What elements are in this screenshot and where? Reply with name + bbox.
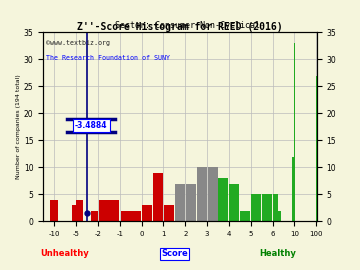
Bar xyxy=(153,173,163,221)
Bar xyxy=(175,184,185,221)
Text: The Research Foundation of SUNY: The Research Foundation of SUNY xyxy=(46,55,170,61)
Bar xyxy=(219,178,229,221)
Bar xyxy=(229,184,239,221)
Bar xyxy=(262,194,272,221)
Bar xyxy=(121,211,141,221)
Bar xyxy=(275,194,278,221)
Bar xyxy=(164,205,174,221)
Text: Sector: Consumer Non-Cyclical: Sector: Consumer Non-Cyclical xyxy=(115,21,260,30)
Bar xyxy=(50,200,58,221)
Text: Unhealthy: Unhealthy xyxy=(41,249,89,258)
Text: Score: Score xyxy=(161,249,188,258)
Bar xyxy=(278,211,281,221)
Bar xyxy=(197,167,207,221)
Text: Healthy: Healthy xyxy=(260,249,297,258)
Bar xyxy=(186,184,196,221)
Bar xyxy=(142,205,152,221)
Bar xyxy=(99,200,119,221)
Text: ©www.textbiz.org: ©www.textbiz.org xyxy=(46,40,110,46)
Bar xyxy=(251,194,261,221)
Bar xyxy=(207,167,217,221)
Bar xyxy=(91,211,98,221)
Bar xyxy=(72,205,76,221)
Bar xyxy=(240,211,250,221)
Text: -3.4884: -3.4884 xyxy=(75,121,108,130)
Y-axis label: Number of companies (194 total): Number of companies (194 total) xyxy=(16,75,21,179)
Bar xyxy=(273,194,275,221)
Bar xyxy=(292,157,294,221)
Title: Z''-Score Histogram for REED (2016): Z''-Score Histogram for REED (2016) xyxy=(77,22,283,32)
Bar xyxy=(76,200,83,221)
